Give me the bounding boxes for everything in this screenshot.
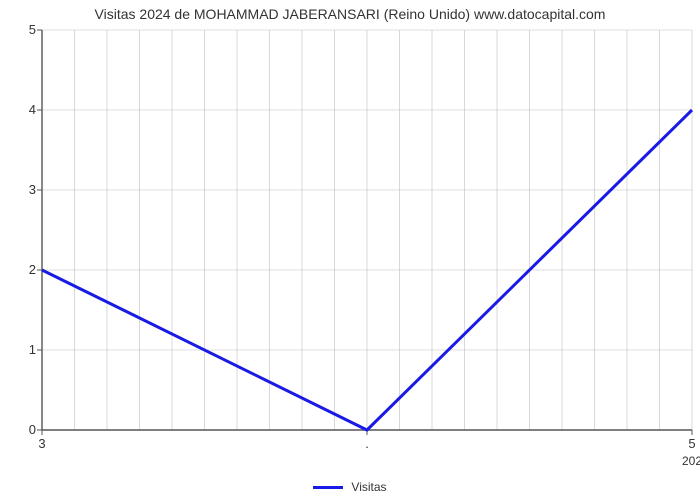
y-tick-label: 1 bbox=[8, 342, 36, 357]
x-tick-label: 5 bbox=[677, 436, 700, 451]
legend-item-visitas: Visitas bbox=[313, 480, 386, 494]
x-tick-label: 3 bbox=[27, 436, 57, 451]
x-tick-label: . bbox=[352, 436, 382, 451]
y-tick-label: 4 bbox=[8, 102, 36, 117]
chart-svg bbox=[0, 0, 700, 500]
y-tick-label: 2 bbox=[8, 262, 36, 277]
y-tick-label: 3 bbox=[8, 182, 36, 197]
y-tick-label: 0 bbox=[8, 422, 36, 437]
visits-line-chart: Visitas 2024 de MOHAMMAD JABERANSARI (Re… bbox=[0, 0, 700, 500]
legend-label: Visitas bbox=[351, 480, 386, 494]
legend: Visitas bbox=[0, 476, 700, 495]
y-tick-label: 5 bbox=[8, 22, 36, 37]
x-axis-right-extra-label: 202 bbox=[682, 454, 700, 468]
legend-swatch bbox=[313, 486, 343, 489]
